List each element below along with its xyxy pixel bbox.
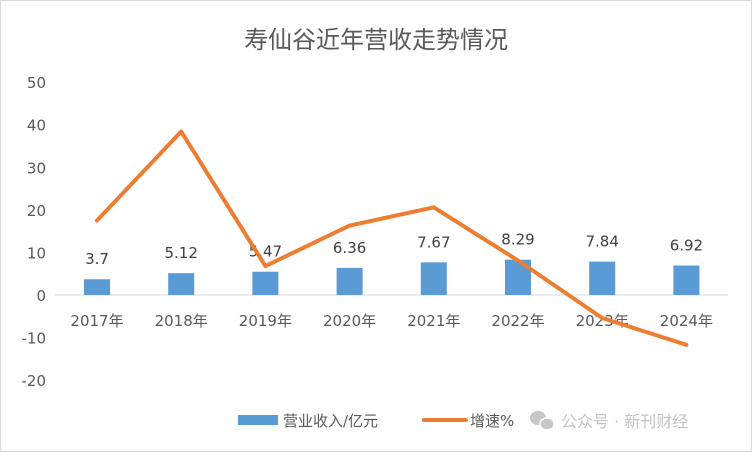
watermark-text: 公众号 · 新刊财经 xyxy=(561,412,688,431)
chart-title: 寿仙谷近年营收走势情况 xyxy=(244,26,508,54)
x-tick-label: 2021年 xyxy=(407,312,460,330)
legend: 营业收入/亿元 增速% xyxy=(238,412,514,430)
bar-data-label: 6.36 xyxy=(333,239,366,257)
x-tick-label: 2020年 xyxy=(323,312,376,330)
bar xyxy=(420,262,447,295)
y-tick-label: -10 xyxy=(22,330,47,348)
y-tick-label: 10 xyxy=(27,244,46,262)
y-tick-label: 40 xyxy=(27,117,46,135)
bar xyxy=(673,265,700,295)
y-tick-label: 30 xyxy=(27,159,46,177)
legend-line-label: 增速% xyxy=(470,412,514,430)
x-tick-label: 2024年 xyxy=(660,312,713,330)
wechat-icon xyxy=(530,411,555,431)
bar-data-label: 7.67 xyxy=(417,233,450,251)
bar xyxy=(336,267,363,295)
x-tick-label: 2023年 xyxy=(576,312,629,330)
x-tick-label: 2019年 xyxy=(239,312,292,330)
x-tick-label: 2022年 xyxy=(491,312,544,330)
bar xyxy=(252,271,279,295)
legend-bar-swatch xyxy=(238,415,278,425)
bar-data-label: 7.84 xyxy=(585,233,618,251)
bar xyxy=(589,261,616,295)
x-tick-label: 2017年 xyxy=(70,312,123,330)
y-tick-label: 20 xyxy=(27,202,46,220)
bar xyxy=(84,279,110,295)
y-tick-label: -20 xyxy=(22,372,47,390)
y-tick-label: 50 xyxy=(27,74,46,92)
bar-data-label: 3.7 xyxy=(85,250,109,268)
x-tick-label: 2018年 xyxy=(155,312,208,330)
bar xyxy=(168,273,195,295)
y-tick-label: 0 xyxy=(36,287,46,305)
bar-data-label: 6.92 xyxy=(670,237,703,255)
watermark: 公众号 · 新刊财经 xyxy=(530,411,688,431)
bar-data-label: 5.12 xyxy=(164,244,197,262)
bar-data-label: 8.29 xyxy=(501,231,534,249)
legend-bar-label: 营业收入/亿元 xyxy=(283,412,378,430)
growth-line xyxy=(95,129,689,347)
